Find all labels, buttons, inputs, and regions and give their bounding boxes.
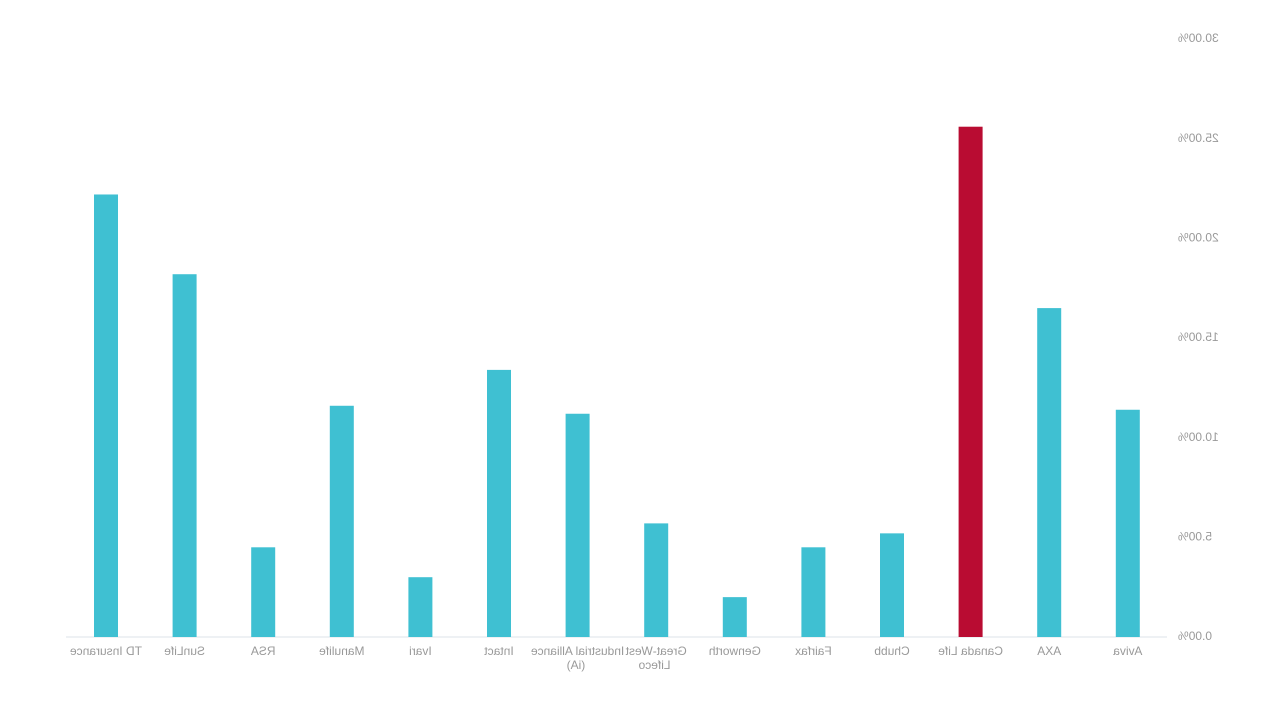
x-tick-label: Chubb	[874, 644, 910, 658]
bar	[801, 547, 826, 637]
bar	[565, 413, 590, 637]
x-tick-label: Fairfax	[795, 644, 832, 658]
x-tick-label: Great-West Lifeco	[625, 644, 687, 672]
x-tick-label: Intact	[484, 644, 514, 658]
bar	[1115, 409, 1140, 637]
bar	[722, 597, 747, 637]
bar	[958, 126, 983, 637]
y-tick-label: 0.00%	[1178, 629, 1212, 643]
x-tick-label: Industrial Alliance (iA)	[531, 644, 625, 672]
x-tick-label: AXA	[1037, 644, 1061, 658]
x-tick-label: SunLife	[164, 644, 205, 658]
x-tick-label: Canada Life	[938, 644, 1003, 658]
bar	[1037, 308, 1062, 637]
x-tick-label: Manulife	[319, 644, 365, 658]
x-tick-label: RSA	[251, 644, 276, 658]
y-tick-label: 10.00%	[1178, 430, 1219, 444]
bar	[487, 369, 511, 637]
bar	[329, 405, 354, 637]
y-tick-label: 5.00%	[1178, 530, 1212, 544]
x-tick-label: Aviva	[1113, 644, 1142, 658]
y-tick-label: 25.00%	[1178, 131, 1219, 145]
x-tick-label: Ivari	[409, 644, 432, 658]
bar	[172, 274, 197, 637]
bar	[880, 533, 904, 637]
x-tick-label: Genworth	[709, 644, 761, 658]
bar	[94, 194, 118, 638]
y-tick-label: 30.00%	[1178, 31, 1219, 45]
y-tick-label: 20.00%	[1178, 231, 1219, 245]
y-tick-label: 15.00%	[1178, 330, 1219, 344]
bar	[408, 577, 433, 637]
bar	[644, 523, 669, 637]
x-tick-label: TD Insurance	[70, 644, 142, 658]
bar	[251, 547, 276, 637]
